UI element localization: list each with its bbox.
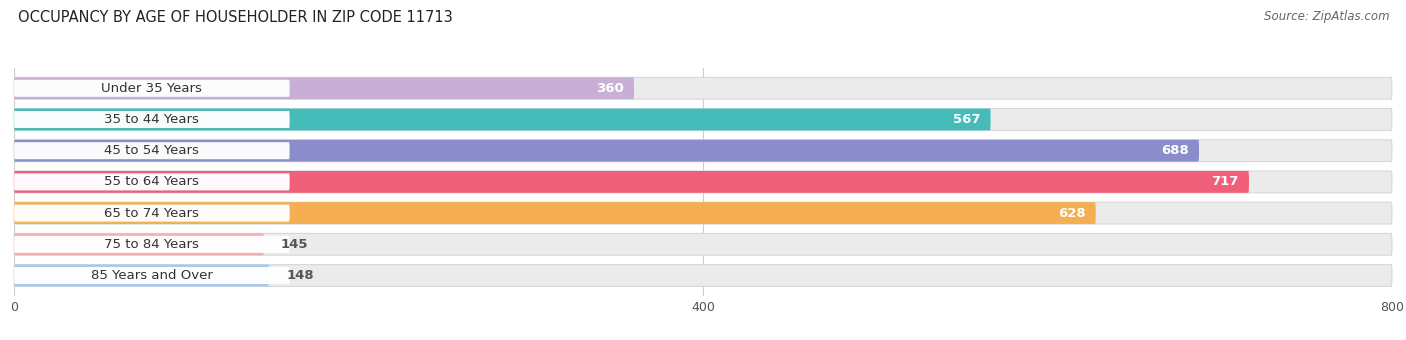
- FancyBboxPatch shape: [14, 233, 1392, 255]
- Text: 148: 148: [287, 269, 314, 282]
- Text: 628: 628: [1057, 207, 1085, 220]
- FancyBboxPatch shape: [14, 108, 1392, 131]
- FancyBboxPatch shape: [14, 140, 1199, 161]
- FancyBboxPatch shape: [14, 173, 290, 190]
- FancyBboxPatch shape: [14, 80, 290, 97]
- FancyBboxPatch shape: [14, 171, 1249, 193]
- FancyBboxPatch shape: [14, 267, 290, 284]
- Text: 145: 145: [281, 238, 308, 251]
- Text: Under 35 Years: Under 35 Years: [101, 82, 202, 95]
- Text: 688: 688: [1161, 144, 1188, 157]
- Text: 567: 567: [953, 113, 980, 126]
- Text: 35 to 44 Years: 35 to 44 Years: [104, 113, 200, 126]
- FancyBboxPatch shape: [14, 236, 290, 253]
- FancyBboxPatch shape: [14, 202, 1392, 224]
- Text: 360: 360: [596, 82, 624, 95]
- FancyBboxPatch shape: [14, 142, 290, 159]
- FancyBboxPatch shape: [14, 202, 1095, 224]
- Text: Source: ZipAtlas.com: Source: ZipAtlas.com: [1264, 10, 1389, 23]
- FancyBboxPatch shape: [14, 78, 634, 99]
- FancyBboxPatch shape: [14, 140, 1392, 161]
- FancyBboxPatch shape: [14, 171, 1392, 193]
- FancyBboxPatch shape: [14, 78, 1392, 99]
- Text: 75 to 84 Years: 75 to 84 Years: [104, 238, 200, 251]
- Text: OCCUPANCY BY AGE OF HOUSEHOLDER IN ZIP CODE 11713: OCCUPANCY BY AGE OF HOUSEHOLDER IN ZIP C…: [18, 10, 453, 25]
- FancyBboxPatch shape: [14, 233, 264, 255]
- Text: 55 to 64 Years: 55 to 64 Years: [104, 175, 200, 188]
- FancyBboxPatch shape: [14, 108, 991, 131]
- Text: 717: 717: [1212, 175, 1239, 188]
- Text: 85 Years and Over: 85 Years and Over: [91, 269, 212, 282]
- Text: 45 to 54 Years: 45 to 54 Years: [104, 144, 200, 157]
- FancyBboxPatch shape: [14, 265, 1392, 286]
- FancyBboxPatch shape: [14, 205, 290, 222]
- Text: 65 to 74 Years: 65 to 74 Years: [104, 207, 200, 220]
- FancyBboxPatch shape: [14, 111, 290, 128]
- FancyBboxPatch shape: [14, 265, 269, 286]
